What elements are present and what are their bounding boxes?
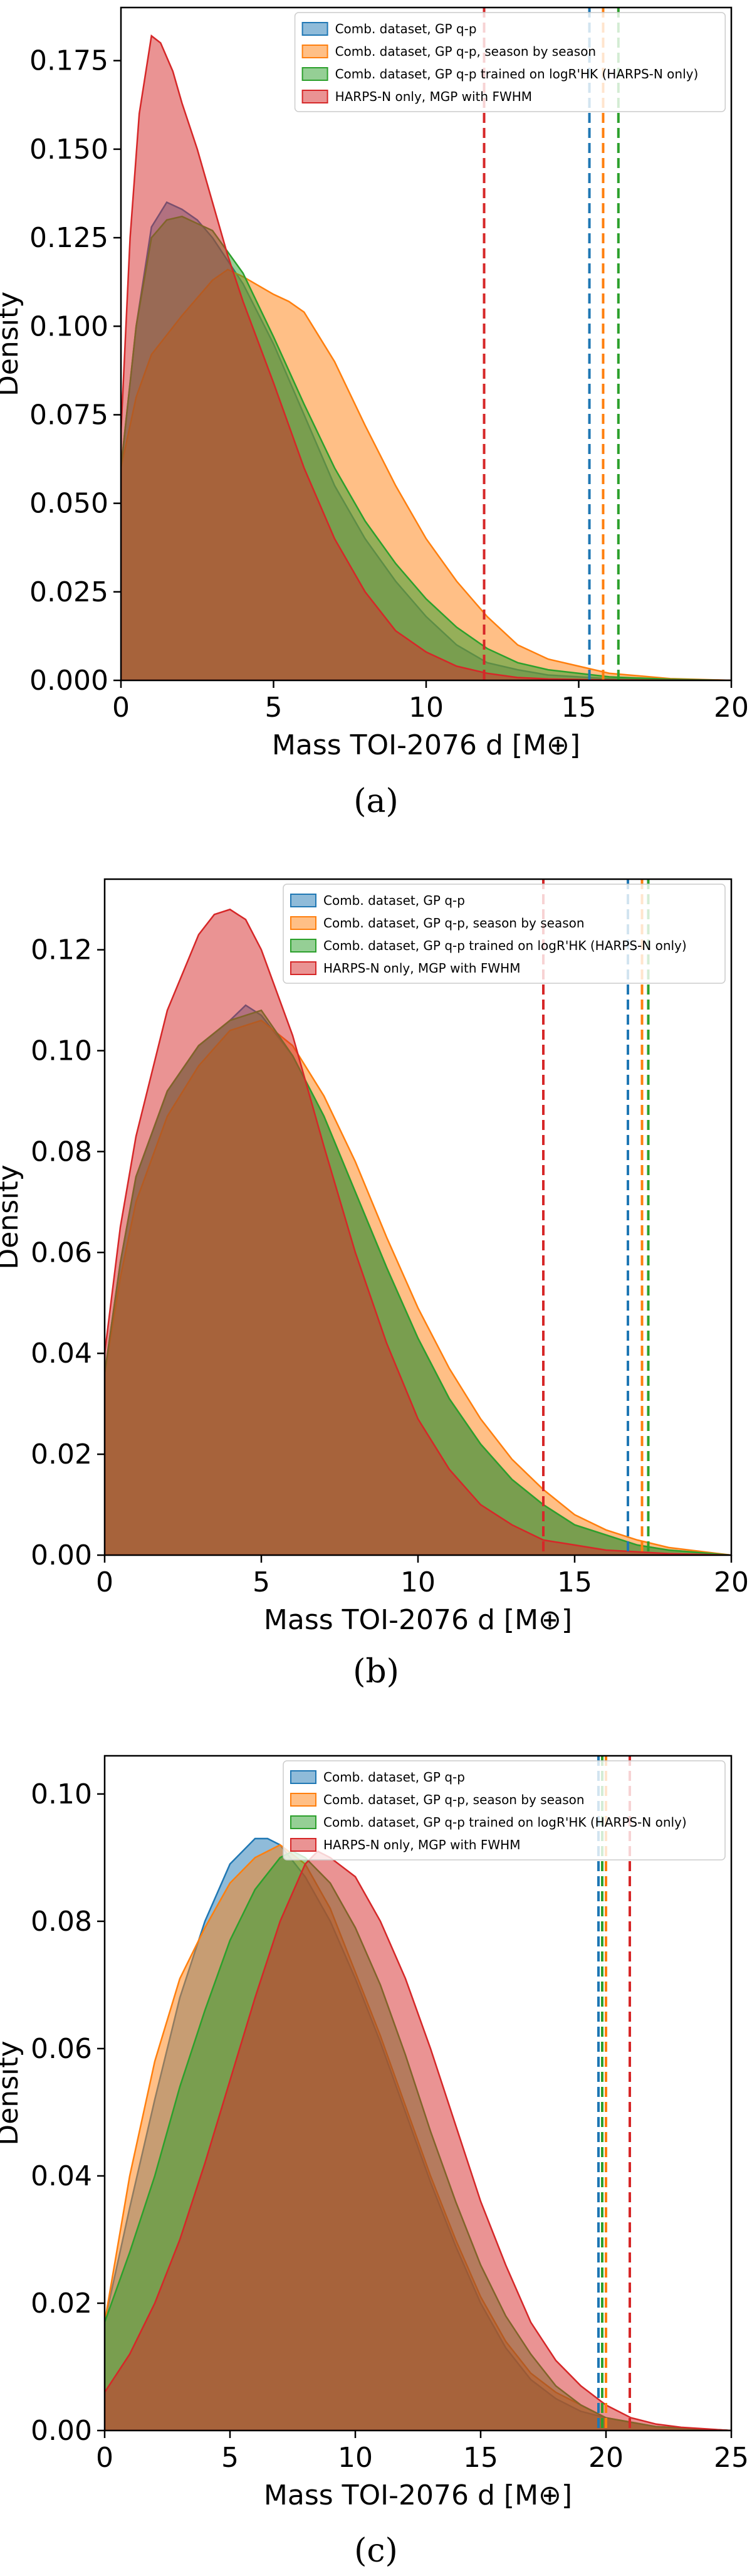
legend-label: Comb. dataset, GP q-p — [335, 21, 477, 36]
figure-caption: (b) — [353, 1653, 399, 1691]
y-tick-label: 0.06 — [31, 2033, 92, 2065]
legend-swatch-blue — [301, 22, 328, 36]
y-tick-label: 0.175 — [29, 45, 108, 77]
plot-area — [105, 879, 731, 1555]
legend-label: Comb. dataset, GP q-p, season by season — [335, 44, 597, 59]
y-tick-label: 0.050 — [29, 488, 108, 520]
y-tick-label: 0.10 — [31, 1778, 92, 1810]
legend-label: Comb. dataset, GP q-p — [323, 1770, 465, 1785]
legend-label: Comb. dataset, GP q-p — [323, 893, 465, 908]
legend-swatch-blue — [290, 894, 316, 907]
x-tick-label: 20 — [714, 692, 749, 724]
legend-label: Comb. dataset, GP q-p trained on logR'HK… — [335, 66, 699, 82]
legend-label: HARPS-N only, MGP with FWHM — [335, 89, 532, 104]
legend-swatch-green — [301, 67, 328, 81]
chart-panel-3: 0 5 10 15 20 25 0.00 0.02 0.04 0.06 0.08 0.10 Mass T… — [0, 1755, 749, 2570]
legend: Comb. dataset, GP q-p Comb. dataset, GP q… — [283, 884, 726, 984]
y-tick-label: 0.04 — [31, 2160, 92, 2192]
x-tick-label: 5 — [253, 1566, 270, 1598]
legend-label: Comb. dataset, GP q-p trained on logR'HK… — [323, 938, 687, 953]
y-tick-label: 0.08 — [31, 1906, 92, 1938]
legend-box — [283, 884, 726, 984]
chart-panel-2: 0 5 10 15 20 0.00 0.02 0.04 0.06 0.08 0.10 0.12 Mass… — [0, 878, 749, 1691]
legend-swatch-orange — [290, 916, 316, 930]
legend-swatch-green — [290, 939, 316, 953]
y-axis-label: Density — [0, 1164, 24, 1269]
x-tick-label: 10 — [400, 1566, 436, 1598]
axes-frame — [103, 1755, 733, 2432]
y-tick-label: 0.10 — [31, 1035, 92, 1067]
legend-swatch-red — [301, 90, 328, 103]
y-tick-label: 0.00 — [31, 2415, 92, 2447]
x-axis-label: Mass TOI-2076 d [M⊕] — [272, 729, 580, 761]
density-area-red — [105, 908, 731, 1555]
legend-box — [283, 1760, 726, 1861]
chart-panel-1: 0 5 10 15 20 0.000 0.025 0.050 0.075 0.100 0.125 0.… — [0, 6, 749, 820]
y-tick-label: 0.02 — [31, 2288, 92, 2320]
legend-label: Comb. dataset, GP q-p trained on logR'HK… — [323, 1815, 687, 1830]
legend-swatch-orange — [290, 1793, 316, 1807]
y-axis-label: Density — [0, 2040, 24, 2145]
density-area-red — [121, 34, 731, 680]
y-tick-label: 0.150 — [29, 134, 108, 166]
legend-swatch-red — [290, 1838, 316, 1852]
x-tick-label: 20 — [588, 2442, 624, 2474]
x-tick-label: 0 — [96, 2442, 113, 2474]
x-tick-label: 0 — [96, 1566, 113, 1598]
y-tick-label: 0.04 — [31, 1338, 92, 1370]
y-tick-label: 0.100 — [29, 310, 108, 342]
x-tick-label: 15 — [463, 2442, 498, 2474]
figure-caption: (c) — [354, 2532, 398, 2570]
figure-caption: (a) — [353, 783, 399, 820]
x-tick-label: 10 — [338, 2442, 373, 2474]
x-tick-label: 5 — [265, 692, 283, 724]
x-tick-label: 15 — [561, 692, 597, 724]
legend: Comb. dataset, GP q-p Comb. dataset, GP q… — [294, 12, 726, 112]
plot-area — [105, 1756, 731, 2431]
legend-swatch-red — [290, 961, 316, 975]
legend-label: Comb. dataset, GP q-p, season by season — [323, 916, 585, 931]
plot-area — [121, 8, 731, 680]
legend-label: Comb. dataset, GP q-p, season by season — [323, 1792, 585, 1807]
x-tick-label: 5 — [221, 2442, 239, 2474]
y-tick-label: 0.08 — [31, 1136, 92, 1168]
legend-label: HARPS-N only, MGP with FWHM — [323, 1837, 520, 1852]
x-tick-label: 15 — [557, 1566, 592, 1598]
y-tick-label: 0.025 — [29, 576, 108, 608]
legend-swatch-blue — [290, 1770, 316, 1784]
y-tick-label: 0.12 — [31, 934, 92, 966]
legend-swatch-green — [290, 1815, 316, 1829]
x-axis-label: Mass TOI-2076 d [M⊕] — [264, 1604, 572, 1636]
density-area-red — [105, 1850, 731, 2431]
x-axis-label: Mass TOI-2076 d [M⊕] — [264, 2479, 572, 2511]
legend-box — [294, 12, 726, 112]
legend-swatch-orange — [301, 45, 328, 58]
y-tick-label: 0.075 — [29, 399, 108, 431]
y-tick-label: 0.02 — [31, 1438, 92, 1470]
y-tick-label: 0.000 — [29, 665, 108, 697]
y-axis-label: Density — [0, 292, 24, 396]
y-tick-label: 0.06 — [31, 1237, 92, 1269]
x-tick-label: 20 — [714, 1566, 749, 1598]
y-tick-label: 0.125 — [29, 222, 108, 254]
x-tick-label: 10 — [409, 692, 444, 724]
y-tick-label: 0.00 — [31, 1539, 92, 1571]
legend: Comb. dataset, GP q-p Comb. dataset, GP q… — [283, 1760, 726, 1861]
x-tick-label: 0 — [112, 692, 130, 724]
x-tick-label: 25 — [714, 2442, 749, 2474]
legend-label: HARPS-N only, MGP with FWHM — [323, 961, 520, 976]
